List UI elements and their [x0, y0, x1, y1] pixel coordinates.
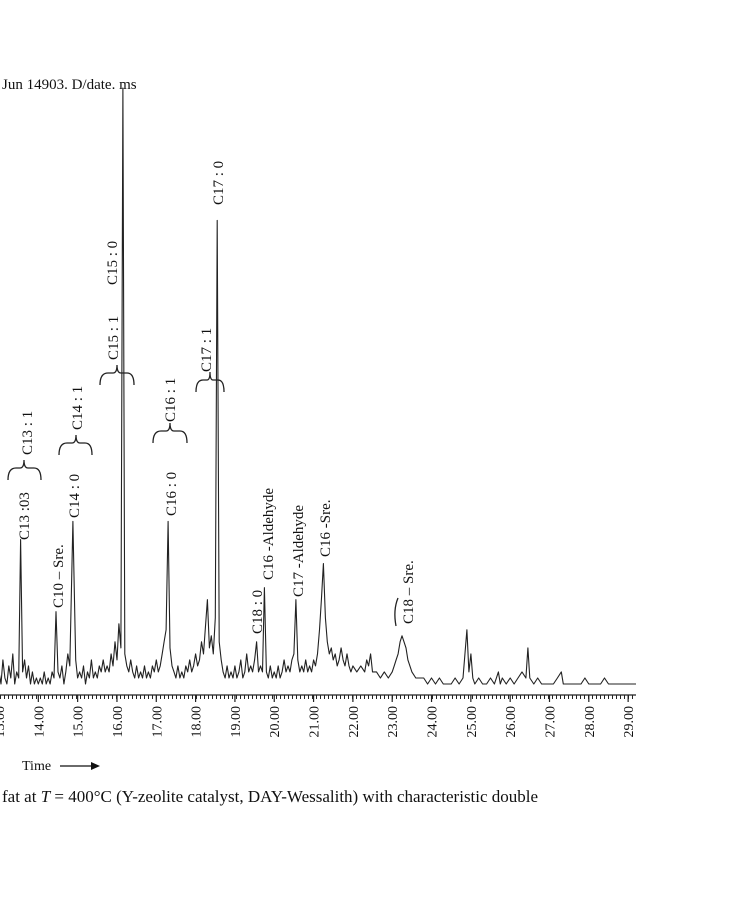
x-tick-label: 18.00	[190, 706, 205, 738]
caption-part: = 400°C (Y-zeolite catalyst, DAY-Wessali…	[50, 787, 538, 806]
chromatogram-line	[0, 87, 636, 685]
brace	[58, 434, 93, 456]
x-tick-label: 24.00	[426, 706, 441, 738]
arrow-head	[91, 762, 100, 770]
x-tick-label: 19.00	[229, 706, 244, 738]
peak-label: C13 : 1	[20, 411, 36, 455]
peak-label: C16 -Sre.	[318, 500, 334, 558]
x-axis-arrow	[60, 762, 100, 770]
peak-label: C18 – Sre.	[401, 560, 417, 624]
x-tick-label: 26.00	[504, 706, 519, 738]
brace	[7, 459, 42, 481]
x-tick-label: 25.00	[465, 706, 480, 738]
peak-label: C18 : 0	[250, 590, 266, 634]
x-tick-label: 22.00	[347, 706, 362, 738]
peak-label: C15 : 0	[105, 241, 121, 285]
peak-label: C14 : 1	[70, 386, 86, 430]
chart-title: Jun 14903. D/date. ms	[2, 77, 137, 93]
caption: fat at T = 400°C (Y-zeolite catalyst, DA…	[2, 787, 538, 806]
x-tick-label: 16.00	[111, 706, 126, 738]
x-axis-label: Time	[22, 759, 51, 774]
x-tick-label: 23.00	[386, 706, 401, 738]
peak-label: C13 :03	[17, 492, 33, 540]
caption-part: fat at	[2, 787, 41, 806]
peak-label: C15 : 1	[106, 316, 122, 360]
x-tick-label: 13.00	[0, 706, 8, 738]
peak-label: C17 -Aldehyde	[291, 505, 307, 597]
braces	[7, 364, 399, 627]
peak-label: C17 : 1	[199, 328, 215, 372]
peak-label: C10 – Sre.	[51, 544, 67, 608]
peak-label: C17 : 0	[211, 161, 227, 205]
brace	[99, 364, 135, 386]
x-tick-label: 28.00	[583, 706, 598, 738]
x-tick-label: 21.00	[308, 706, 323, 738]
bracket	[394, 597, 399, 627]
caption-part: T	[41, 787, 52, 806]
brace	[152, 422, 188, 444]
x-tick-label: 15.00	[72, 706, 87, 738]
x-tick-label: 27.00	[543, 706, 558, 738]
peak-label: C14 : 0	[67, 474, 83, 518]
x-tick-label: 29.00	[622, 706, 637, 738]
peak-label: C16 : 1	[163, 378, 179, 422]
x-tick-label: 17.00	[150, 706, 165, 738]
brace	[195, 371, 225, 393]
x-tick-label: 20.00	[268, 706, 283, 738]
peak-label: C16 : 0	[164, 472, 180, 516]
x-tick-label: 14.00	[32, 706, 47, 738]
peak-label: C16 -Aldehyde	[261, 488, 277, 580]
